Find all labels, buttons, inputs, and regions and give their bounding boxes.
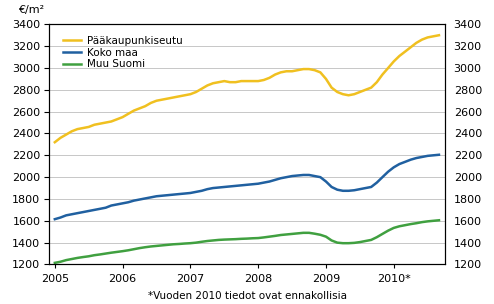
Legend: Pääkaupunkiseutu, Koko maa, Muu Suomi: Pääkaupunkiseutu, Koko maa, Muu Suomi: [59, 32, 187, 73]
Text: €/m²: €/m²: [18, 5, 44, 15]
Text: *Vuoden 2010 tiedot ovat ennakollisia: *Vuoden 2010 tiedot ovat ennakollisia: [148, 291, 346, 301]
